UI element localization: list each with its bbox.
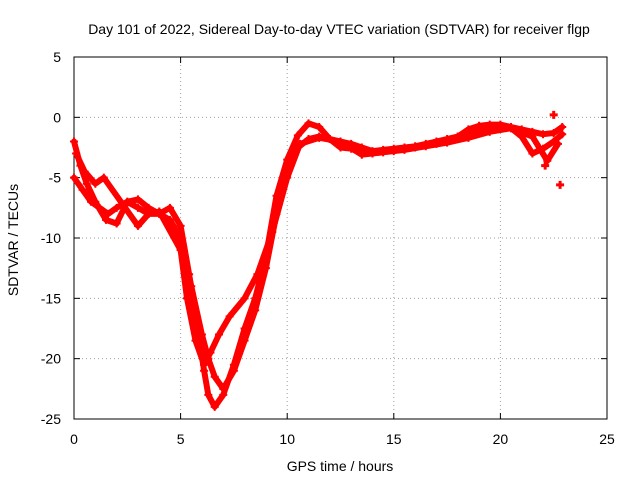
data-point xyxy=(165,203,174,212)
data-point xyxy=(80,167,89,176)
data-point xyxy=(70,137,78,146)
data-point xyxy=(253,270,262,279)
data-point xyxy=(182,294,191,303)
data-point xyxy=(293,131,302,140)
y-tick-label: -10 xyxy=(41,230,61,246)
x-tick-label: 15 xyxy=(386,431,402,447)
isolated-point xyxy=(556,180,565,189)
data-point xyxy=(101,215,110,224)
data-point xyxy=(204,390,213,399)
data-point xyxy=(200,360,209,369)
data-point xyxy=(315,122,324,131)
data-point xyxy=(528,132,537,141)
x-tick-label: 10 xyxy=(279,431,295,447)
data-point xyxy=(283,173,292,182)
data-point xyxy=(78,185,87,194)
data-point xyxy=(176,221,185,230)
data-point xyxy=(210,372,219,381)
data-point xyxy=(229,366,238,375)
data-point xyxy=(197,330,206,339)
x-axis-label: GPS time / hours xyxy=(287,458,394,474)
data-point xyxy=(336,137,345,146)
data-point xyxy=(144,209,153,218)
data-point xyxy=(191,336,200,345)
data-point xyxy=(87,197,96,206)
data-point xyxy=(123,197,132,206)
data-point xyxy=(268,227,277,236)
y-axis-label: SDTVAR / TECUs xyxy=(5,184,21,296)
data-point xyxy=(558,122,567,131)
data-point xyxy=(485,127,494,136)
data-point xyxy=(206,348,215,357)
data-point xyxy=(82,179,91,188)
ticks: 0 5 10 15 20 25 -25 -20 -15 -10 -5 0 5 xyxy=(41,49,615,447)
data-point xyxy=(421,142,430,151)
data-point xyxy=(187,282,196,291)
grid xyxy=(74,57,607,419)
isolated-point xyxy=(541,161,550,170)
plot-frame xyxy=(73,56,608,420)
data-point xyxy=(315,133,324,142)
data-point xyxy=(219,384,228,393)
x-tick-label: 5 xyxy=(177,431,185,447)
data-point xyxy=(133,221,142,230)
chart-title: Day 101 of 2022, Sidereal Day-to-day VTE… xyxy=(88,21,590,37)
data-point xyxy=(528,149,537,158)
data-point xyxy=(400,145,409,154)
data-point xyxy=(155,207,164,216)
data-point xyxy=(304,119,313,128)
data-point xyxy=(112,203,121,212)
data-point xyxy=(214,330,223,339)
data-point xyxy=(225,312,234,321)
data-point xyxy=(133,203,142,212)
data-point xyxy=(95,203,104,212)
data-point xyxy=(379,148,388,157)
data-point xyxy=(261,264,270,273)
isolated-point xyxy=(549,110,558,119)
data-point xyxy=(91,179,100,188)
data-point xyxy=(210,402,219,411)
data-point xyxy=(240,336,249,345)
traces xyxy=(70,110,567,411)
data-point xyxy=(357,150,366,159)
data-point xyxy=(176,246,185,255)
data-point xyxy=(240,294,249,303)
x-tick-label: 20 xyxy=(493,431,509,447)
data-point xyxy=(99,173,108,182)
series-trace-a xyxy=(71,120,566,410)
y-tick-label: -15 xyxy=(41,290,61,306)
y-tick-label: 0 xyxy=(53,109,61,125)
data-point xyxy=(133,195,142,204)
data-point xyxy=(553,139,562,148)
data-point xyxy=(251,306,260,315)
data-point xyxy=(104,209,113,218)
data-point xyxy=(507,124,516,133)
data-point xyxy=(464,133,473,142)
x-tick-label: 0 xyxy=(70,431,78,447)
data-point xyxy=(543,156,552,165)
series-trace-c xyxy=(73,125,561,368)
data-point xyxy=(112,219,121,228)
series-trace-b xyxy=(71,125,566,392)
data-point xyxy=(443,138,452,147)
data-point xyxy=(72,149,81,158)
y-tick-label: 5 xyxy=(53,49,61,65)
y-tick-label: -5 xyxy=(49,170,62,186)
x-tick-label: 25 xyxy=(599,431,615,447)
data-point xyxy=(176,234,185,242)
data-point xyxy=(539,130,548,139)
y-tick-label: -25 xyxy=(41,411,61,427)
data-point xyxy=(70,173,78,182)
data-point xyxy=(357,143,366,152)
data-point xyxy=(549,129,558,138)
data-point xyxy=(295,139,304,148)
data-point xyxy=(558,130,567,139)
y-tick-label: -20 xyxy=(41,351,61,367)
